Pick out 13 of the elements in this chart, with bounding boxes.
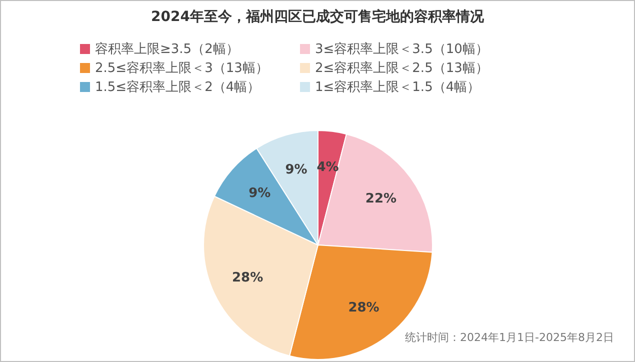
legend-label: 1≤容积率上限＜1.5（4幅）: [315, 79, 480, 96]
data-label: 9%: [285, 162, 308, 178]
chart-title: 2024年至今，福州四区已成交可售宅地的容积率情况: [150, 8, 485, 26]
data-label: 28%: [232, 270, 264, 286]
legend-label: 2≤容积率上限＜2.5（13幅）: [315, 60, 488, 77]
legend-label: 容积率上限≥3.5（2幅）: [95, 41, 239, 58]
data-label: 9%: [248, 186, 271, 201]
legend-label: 1.5≤容积率上限＜2（4幅）: [95, 79, 260, 96]
legend-label: 3≤容积率上限＜3.5（10幅）: [315, 41, 488, 58]
text: 统计时间：2024年1月1日-2025年8月2日: [405, 330, 614, 345]
data-label: 28%: [348, 300, 380, 316]
legend-label: 2.5≤容积率上限＜3（13幅）: [95, 60, 268, 77]
data-label: 22%: [365, 192, 397, 207]
